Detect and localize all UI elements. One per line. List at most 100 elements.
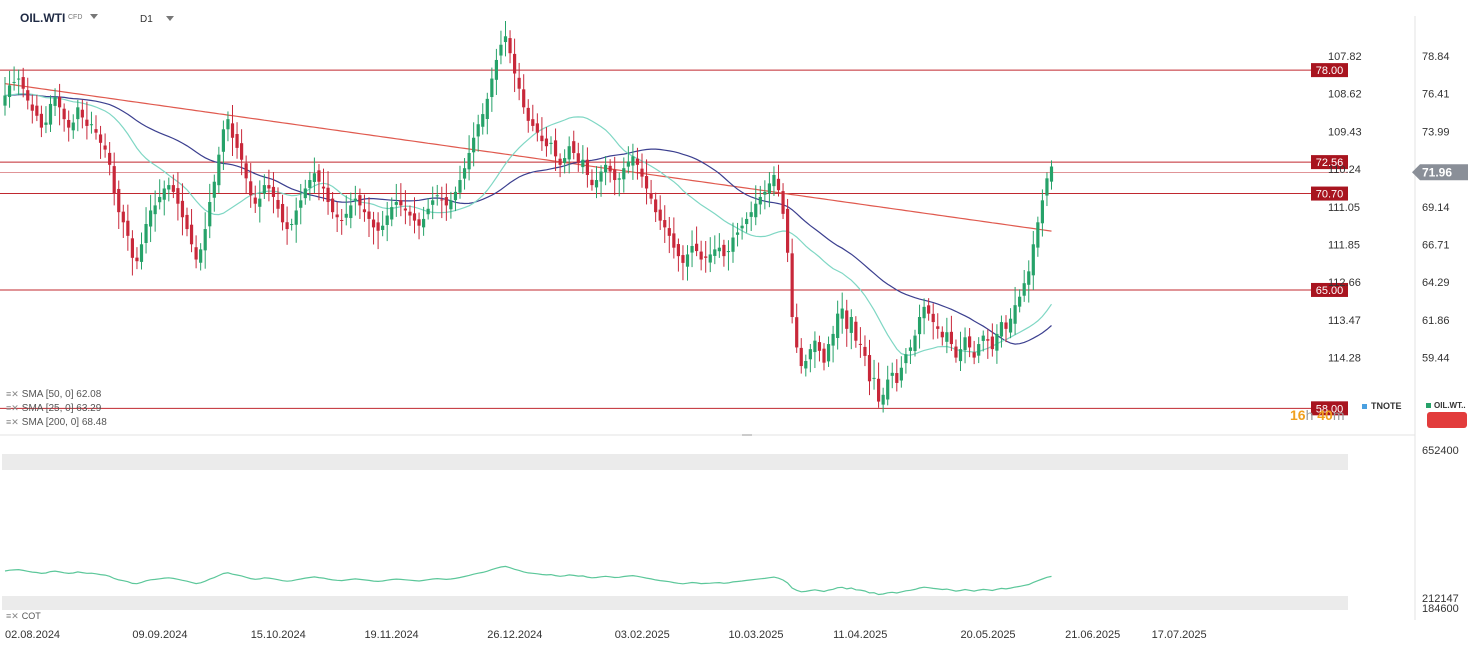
candle-body [549,142,553,144]
candle-body [640,168,644,177]
candle-body [39,113,43,128]
candle-body [435,195,439,197]
candle-body [544,138,549,147]
candle-body [895,373,899,383]
left-axis-tick: 111.85 [1328,240,1360,252]
candle-body [7,85,12,98]
candle-body [476,124,480,137]
candle-body [685,254,690,267]
candle-body [954,346,958,358]
candle-body [126,220,130,236]
menu-close-icon[interactable]: ≡✕ [6,417,19,427]
red-action-button[interactable] [1427,412,1467,428]
candle-body [1049,166,1054,182]
candle-body [1045,178,1049,196]
right-axis-tick: 59.44 [1422,353,1450,365]
symbol-name[interactable]: OIL.WTI [20,11,66,25]
candle-body [772,174,776,187]
candle-body [171,185,175,192]
candle-body [613,169,617,181]
candle-body [294,210,298,225]
menu-close-icon[interactable]: ≡✕ [6,403,19,413]
menu-close-icon[interactable]: ≡✕ [6,389,19,399]
sma50-legend[interactable]: ≡✕ SMA [50, 0] 62.08 [6,389,102,400]
candle-body [676,244,680,257]
candle-body [963,337,967,351]
cot-axis-tick: 652400 [1422,445,1459,457]
level-tag-label: 72.56 [1316,157,1344,169]
candle-body [458,180,462,193]
candle-body [644,176,649,189]
candle-body [890,372,894,376]
cot-axis-tick: 212147 [1422,593,1459,605]
menu-close-icon[interactable]: ≡✕ [6,611,19,621]
candle-body [353,198,357,201]
candle-body [631,156,635,166]
candle-body [371,219,376,228]
candle-body [649,193,653,199]
candle-body [149,210,153,227]
sma25-line [4,92,1052,356]
candle-body [1004,322,1008,329]
candle-body [917,317,922,335]
candle-body [945,332,949,342]
candle-body [635,158,640,165]
right-axis-tick: 64.29 [1422,277,1450,289]
tnote-legend[interactable]: TNOTE [1362,401,1402,411]
x-axis-tick: 17.07.2025 [1152,629,1207,641]
candle-body [12,81,16,83]
candle-body [85,119,89,126]
candle-body [503,36,508,43]
candle-body [208,202,212,227]
candle-body [453,191,458,201]
candle-body [426,208,430,215]
cot-legend[interactable]: ≡✕ COT [6,611,41,621]
candle-body [986,339,990,341]
x-axis-tick: 09.09.2024 [132,629,187,641]
symbol-dropdown-icon[interactable] [90,14,98,19]
candle-body [344,213,348,218]
candle-body [212,181,216,198]
candle-body [590,179,594,186]
current-price-label: 71.96 [1422,165,1452,179]
candle-body [522,89,526,108]
candle-body [308,180,312,188]
candle-body [499,44,503,56]
candle-body [244,163,248,179]
candle-body [958,349,963,362]
candle-body [508,38,512,54]
candle-body [108,152,112,165]
candle-body [713,249,717,256]
candle-body [249,181,253,196]
sma200-legend[interactable]: ≡✕ SMA [200, 0] 68.48 [6,417,107,428]
candle-body [71,122,75,131]
candle-body [977,344,981,356]
candle-body [408,211,412,216]
sma25-legend[interactable]: ≡✕ SMA [25, 0] 63.29 [6,403,102,414]
oil-color-icon [1426,403,1431,408]
left-axis-tick: 111.05 [1328,202,1360,214]
candle-body [349,205,353,219]
candle-body [44,122,48,125]
candle-body [854,321,858,341]
candle-body [472,137,476,153]
candle-body [776,178,781,191]
timeframe-dropdown-icon[interactable] [166,16,174,21]
timeframe-label[interactable]: D1 [140,14,153,25]
candle-body [321,186,326,189]
candle-body [790,253,794,318]
candle-body [535,123,539,133]
oil-legend[interactable]: OIL.WT.. [1426,401,1466,410]
candle-body [722,244,726,257]
left-axis-tick: 110.24 [1328,164,1361,176]
candle-body [608,165,612,172]
candle-body [567,146,571,160]
symbol-type: CFD [68,14,83,21]
candle-body [303,188,307,199]
candle-body [922,306,926,319]
candle-body [968,336,972,348]
candle-body [626,161,630,167]
right-axis-tick: 61.86 [1422,315,1450,327]
candle-body [412,213,417,221]
